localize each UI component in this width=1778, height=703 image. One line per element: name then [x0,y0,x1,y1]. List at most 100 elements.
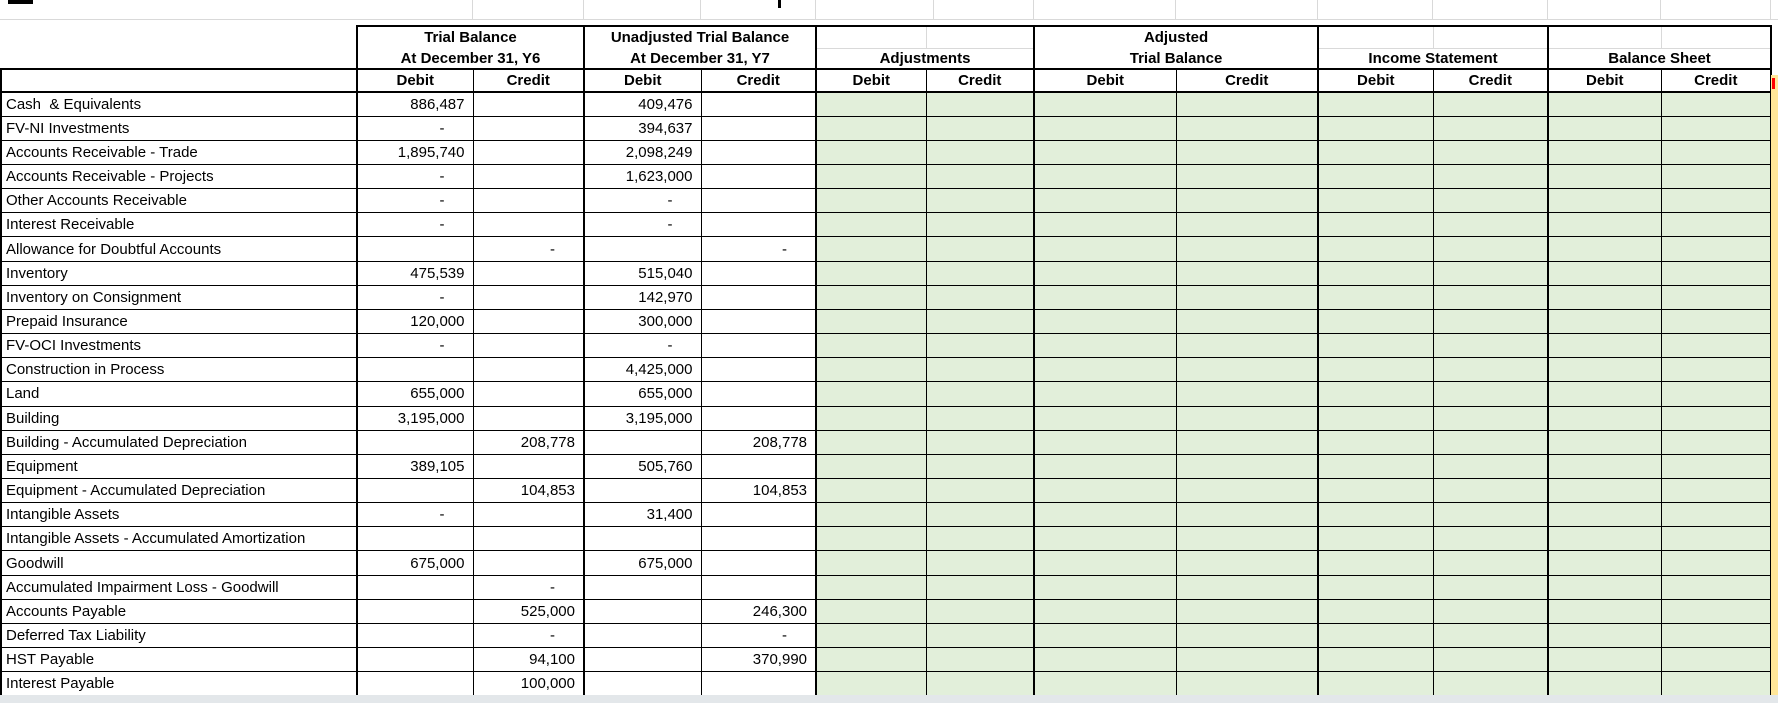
value-cell[interactable] [1317,188,1434,214]
value-cell[interactable] [1432,647,1549,673]
value-cell[interactable] [1033,188,1177,214]
value-cell[interactable] [1317,406,1434,431]
value-cell[interactable] [583,236,701,262]
value-cell[interactable] [925,140,1035,165]
value-cell[interactable]: 655,000 [356,381,473,407]
value-cell[interactable] [925,261,1035,286]
value-cell[interactable] [472,164,584,190]
value-cell[interactable] [1432,550,1549,576]
value-cell[interactable] [1660,285,1773,310]
value-cell[interactable] [472,212,584,238]
value-cell[interactable] [583,526,701,552]
value-cell[interactable] [925,550,1035,576]
section-header-trial-balance-y6-line1[interactable]: Trial Balance [356,25,585,48]
value-cell[interactable] [815,188,927,214]
value-cell[interactable] [925,671,1035,697]
value-cell[interactable] [700,454,817,480]
value-cell[interactable] [1175,357,1319,383]
value-cell[interactable] [1547,381,1662,407]
value-cell[interactable] [700,212,817,238]
value-cell[interactable] [1547,406,1662,431]
value-cell[interactable] [1033,575,1177,600]
value-cell[interactable] [472,526,584,552]
value-cell[interactable] [1547,333,1662,359]
value-cell[interactable] [700,550,817,576]
value-cell[interactable] [1432,188,1549,214]
empty-header-cell[interactable] [1661,25,1773,49]
value-cell[interactable] [1033,164,1177,190]
value-cell[interactable] [1660,623,1773,649]
value-cell[interactable] [1175,212,1319,238]
value-cell[interactable] [1547,671,1662,697]
account-column-header[interactable] [0,68,358,93]
value-cell[interactable]: 31,400 [583,502,701,528]
value-cell[interactable] [815,381,927,407]
value-cell[interactable]: 655,000 [583,381,701,407]
value-cell[interactable] [1547,478,1662,504]
value-cell[interactable] [1547,550,1662,576]
value-cell[interactable]: 142,970 [583,285,701,310]
value-cell[interactable]: 4,425,000 [583,357,701,383]
value-cell[interactable] [1547,623,1662,649]
account-name-cell[interactable]: Inventory on Consignment [0,285,358,310]
value-cell[interactable] [1660,140,1773,165]
value-cell[interactable] [1175,478,1319,504]
value-cell[interactable] [700,671,817,697]
value-cell[interactable] [815,140,927,165]
value-cell[interactable]: - [356,285,473,310]
value-cell[interactable] [1033,357,1177,383]
value-cell[interactable] [925,502,1035,528]
value-cell[interactable] [1175,406,1319,431]
value-cell[interactable] [1317,575,1434,600]
value-cell[interactable] [1317,502,1434,528]
value-cell[interactable] [1175,575,1319,600]
income-statement-credit-header[interactable]: Credit [1432,68,1549,93]
value-cell[interactable]: - [583,188,701,214]
empty-header-cell[interactable] [926,25,1036,49]
value-cell[interactable] [1175,309,1319,335]
account-name-cell[interactable]: Accounts Payable [0,599,358,624]
value-cell[interactable] [815,285,927,310]
value-cell[interactable] [1317,647,1434,673]
value-cell[interactable] [925,406,1035,431]
value-cell[interactable] [1547,357,1662,383]
value-cell[interactable] [925,575,1035,600]
value-cell[interactable] [1547,502,1662,528]
value-cell[interactable] [1547,261,1662,286]
bottom-scrollbar-track[interactable] [0,695,1778,703]
value-cell[interactable] [1317,212,1434,238]
value-cell[interactable] [1432,116,1549,141]
value-cell[interactable] [925,454,1035,480]
value-cell[interactable] [1547,599,1662,624]
value-cell[interactable] [1033,430,1177,455]
value-cell[interactable]: 675,000 [356,550,473,576]
section-header-unadjusted-tb-line1[interactable]: Unadjusted Trial Balance [582,25,818,48]
section-header-adjustments[interactable]: Adjustments [815,48,1036,70]
value-cell[interactable] [700,357,817,383]
account-name-cell[interactable]: Accounts Receivable - Projects [0,164,358,190]
value-cell[interactable]: 675,000 [583,550,701,576]
value-cell[interactable] [583,575,701,600]
value-cell[interactable] [1033,454,1177,480]
value-cell[interactable]: - [356,188,473,214]
account-name-cell[interactable]: Goodwill [0,550,358,576]
value-cell[interactable] [815,478,927,504]
value-cell[interactable]: - [356,502,473,528]
value-cell[interactable] [1660,671,1773,697]
section-header-balance-sheet[interactable]: Balance Sheet [1547,48,1773,70]
value-cell[interactable] [1660,430,1773,455]
value-cell[interactable] [1033,623,1177,649]
value-cell[interactable] [472,502,584,528]
value-cell[interactable] [1175,623,1319,649]
value-cell[interactable] [815,333,927,359]
account-name-cell[interactable]: FV-NI Investments [0,116,358,141]
value-cell[interactable] [925,333,1035,359]
value-cell[interactable] [1432,236,1549,262]
value-cell[interactable] [472,357,584,383]
value-cell[interactable] [700,285,817,310]
value-cell[interactable] [815,116,927,141]
value-cell[interactable] [583,671,701,697]
value-cell[interactable] [700,261,817,286]
value-cell[interactable] [1317,671,1434,697]
value-cell[interactable] [1432,92,1549,117]
